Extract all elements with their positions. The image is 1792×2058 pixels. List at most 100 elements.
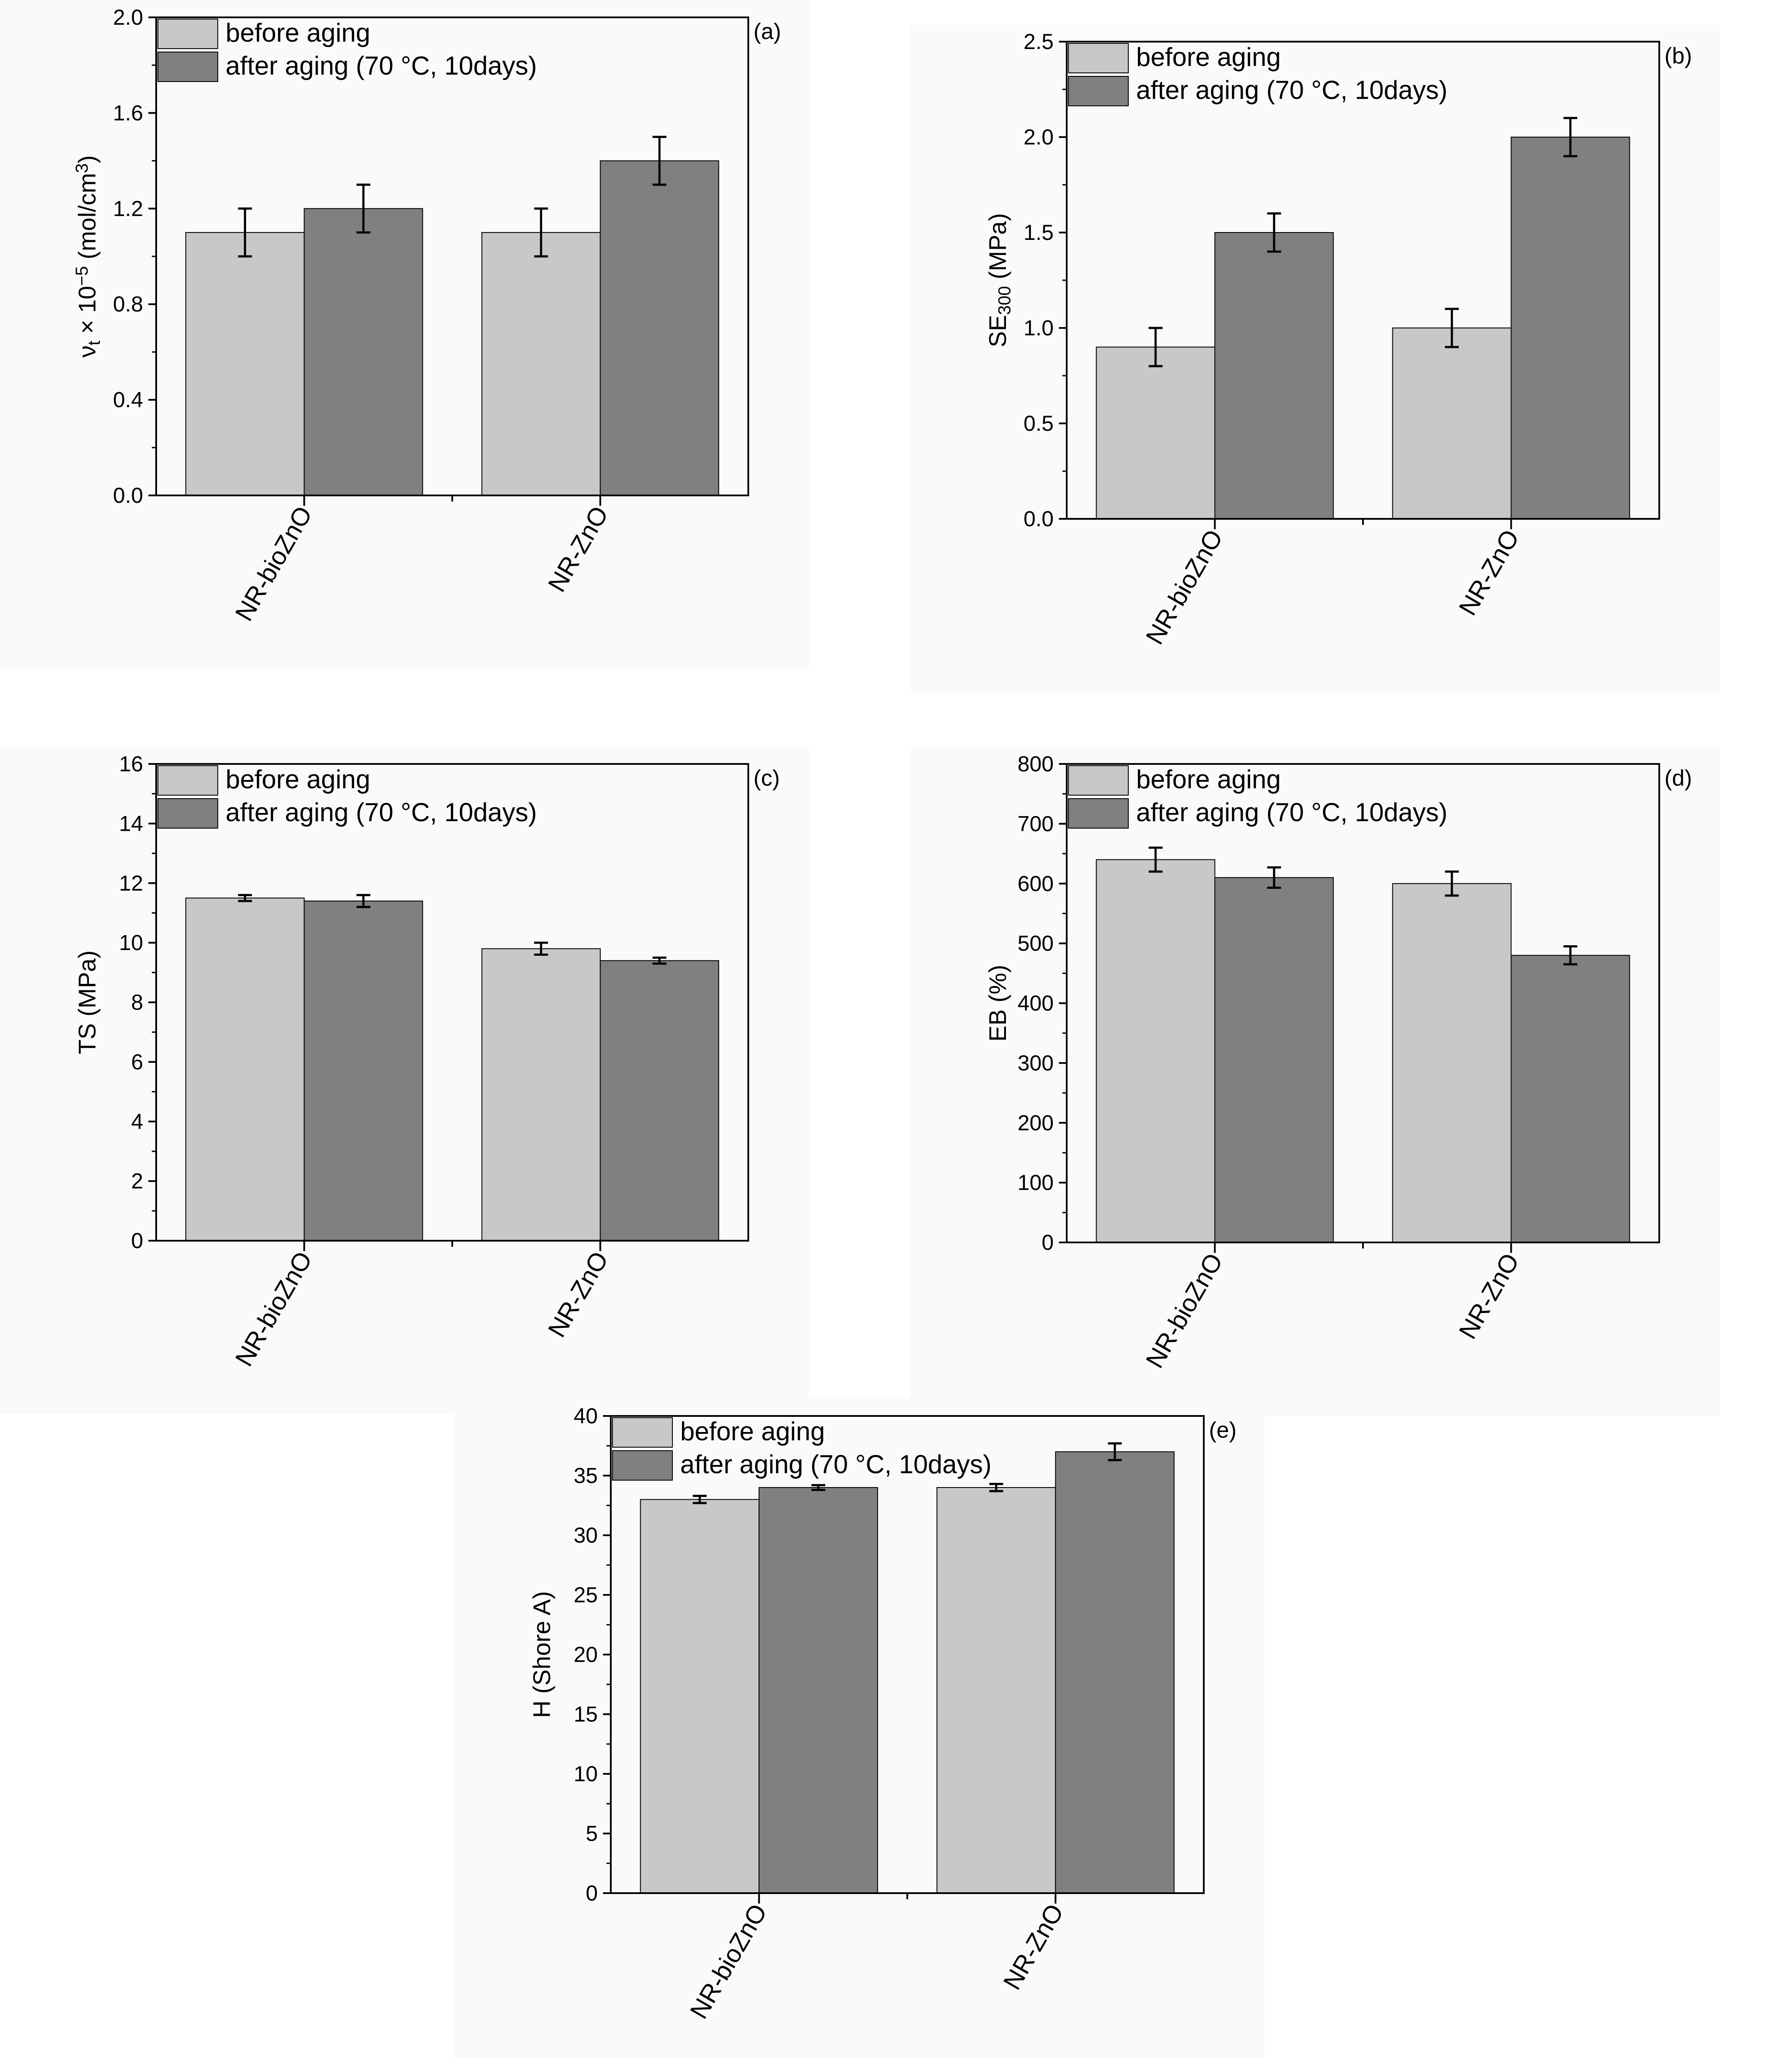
y-tick-label: 4 xyxy=(131,1109,143,1134)
y-tick-label: 400 xyxy=(1018,991,1054,1016)
bar xyxy=(936,1487,1056,1894)
y-tick-label: 0.8 xyxy=(113,292,143,316)
legend-label: after aging (70 °C, 10days) xyxy=(1136,75,1448,105)
panel-label: (b) xyxy=(1664,43,1692,69)
panel-label: (d) xyxy=(1664,766,1692,791)
legend-label: after aging (70 °C, 10days) xyxy=(226,798,537,827)
y-tick-label: 2.5 xyxy=(1023,29,1054,54)
panel-label: (c) xyxy=(753,766,780,791)
legend-label: before aging xyxy=(1136,43,1281,72)
y-tick-label: 40 xyxy=(573,1404,598,1428)
bar xyxy=(304,208,423,496)
y-tick-label: 10 xyxy=(119,931,143,955)
y-axis-title-part: ) xyxy=(73,155,101,164)
legend-label: after aging (70 °C, 10days) xyxy=(680,1450,992,1479)
bar xyxy=(1096,347,1215,519)
y-tick-label: 300 xyxy=(1018,1051,1054,1075)
legend-swatch xyxy=(157,798,218,829)
y-tick-label: 30 xyxy=(573,1523,598,1547)
bar xyxy=(304,900,423,1241)
y-tick-label: 8 xyxy=(131,990,143,1015)
bar xyxy=(185,898,305,1241)
bar xyxy=(1510,137,1630,519)
y-axis-title-part: 3 xyxy=(72,163,92,173)
y-tick-label: 10 xyxy=(573,1762,598,1786)
y-axis-title-part: (MPa) xyxy=(984,213,1011,286)
y-tick-label: 1.0 xyxy=(1023,316,1054,340)
legend-swatch xyxy=(157,19,218,49)
legend-swatch xyxy=(1068,76,1129,106)
y-tick-label: 0.0 xyxy=(1023,507,1054,531)
y-tick-label: 0.0 xyxy=(113,483,143,508)
bar xyxy=(1510,955,1630,1243)
bar xyxy=(1214,877,1334,1243)
y-tick-label: 0 xyxy=(586,1881,598,1905)
legend-swatch xyxy=(1068,798,1129,829)
bar xyxy=(185,232,305,496)
legend-swatch xyxy=(1068,765,1129,796)
y-axis-title: EB (%) xyxy=(984,965,1011,1042)
y-axis-title-part: 300 xyxy=(995,286,1014,315)
y-tick-label: 5 xyxy=(586,1822,598,1846)
legend-swatch xyxy=(1068,43,1129,73)
y-tick-label: 2.0 xyxy=(1023,125,1054,149)
y-tick-label: 14 xyxy=(119,811,143,836)
y-tick-label: 16 xyxy=(119,752,143,776)
y-axis-title: νt × 10−5 (mol/cm3) xyxy=(72,155,104,357)
bar xyxy=(481,948,601,1242)
bar xyxy=(1392,328,1512,519)
y-axis-title-part: × 10 xyxy=(73,286,101,341)
panel-label: (a) xyxy=(753,19,781,44)
y-tick-label: 6 xyxy=(131,1050,143,1074)
y-axis-title: TS (MPa) xyxy=(73,950,101,1055)
legend-swatch xyxy=(612,1417,673,1448)
y-axis-title-part: ν xyxy=(73,345,101,357)
legend-label: after aging (70 °C, 10days) xyxy=(226,51,537,80)
panel-label: (e) xyxy=(1209,1418,1237,1443)
bar xyxy=(1392,883,1512,1243)
y-tick-label: 15 xyxy=(573,1702,598,1727)
y-axis-title-part: −5 xyxy=(72,266,92,286)
y-axis-title: H (Shore A) xyxy=(528,1591,555,1718)
y-tick-label: 700 xyxy=(1018,812,1054,836)
bar xyxy=(1055,1451,1175,1894)
y-tick-label: 25 xyxy=(573,1583,598,1607)
bar xyxy=(640,1499,760,1894)
y-tick-label: 1.6 xyxy=(113,101,143,125)
legend-swatch xyxy=(157,765,218,796)
bar xyxy=(1096,859,1215,1243)
y-tick-label: 2.0 xyxy=(113,5,143,29)
y-tick-label: 35 xyxy=(573,1464,598,1488)
legend-label: after aging (70 °C, 10days) xyxy=(1136,798,1448,827)
y-tick-label: 600 xyxy=(1018,872,1054,896)
legend-label: before aging xyxy=(226,765,370,794)
y-tick-label: 20 xyxy=(573,1642,598,1667)
y-axis-title-part: t xyxy=(85,341,104,345)
bar xyxy=(600,160,719,496)
legend-swatch xyxy=(157,52,218,82)
y-tick-label: 1.2 xyxy=(113,197,143,221)
y-tick-label: 500 xyxy=(1018,931,1054,956)
y-axis-title-part: (mol/cm xyxy=(73,173,101,266)
bar xyxy=(1214,232,1334,519)
y-tick-label: 800 xyxy=(1018,752,1054,776)
y-tick-label: 2 xyxy=(131,1169,143,1193)
legend-label: before aging xyxy=(680,1417,825,1446)
y-tick-label: 0.4 xyxy=(113,388,143,412)
y-tick-label: 200 xyxy=(1018,1111,1054,1135)
y-tick-label: 100 xyxy=(1018,1170,1054,1195)
y-axis-title: SE300 (MPa) xyxy=(984,213,1014,347)
y-tick-label: 0.5 xyxy=(1023,411,1054,436)
legend-label: before aging xyxy=(226,18,370,47)
legend-swatch xyxy=(612,1450,673,1481)
bar xyxy=(481,232,601,496)
bar xyxy=(600,960,719,1241)
legend-label: before aging xyxy=(1136,765,1281,794)
y-tick-label: 12 xyxy=(119,871,143,895)
